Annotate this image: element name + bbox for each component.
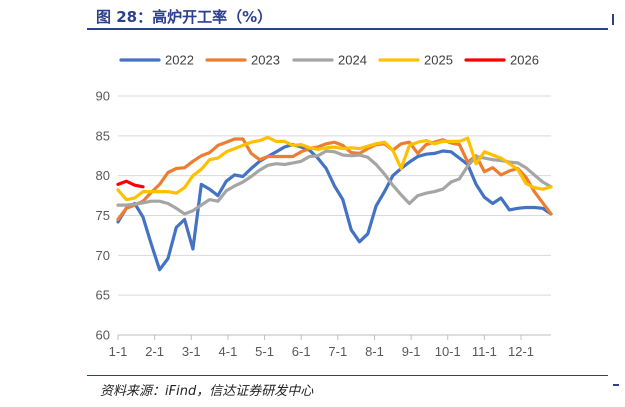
legend-label-2022: 2022 [165, 53, 194, 68]
x-tick-label: 8-1 [365, 344, 384, 359]
x-tick-label: 5-1 [255, 344, 274, 359]
x-tick-label: 2-1 [145, 344, 164, 359]
legend-label-2026: 2026 [510, 53, 539, 68]
x-tick-label: 3-1 [182, 344, 201, 359]
series-line-2026 [116, 179, 145, 189]
y-tick-label: 90 [96, 89, 110, 104]
x-tick-label: 4-1 [219, 344, 238, 359]
y-tick-label: 70 [96, 248, 110, 263]
x-tick-label: 7-1 [328, 344, 347, 359]
series-line-2022 [116, 143, 553, 272]
gridlines [118, 95, 551, 296]
edge-mark-bottom [613, 384, 619, 386]
figure-title: 图 28：高炉开工率（%） [96, 8, 273, 26]
source-note: 资料来源：iFind，信达证券研发中心 [100, 384, 314, 399]
series-line-2025 [116, 135, 553, 202]
x-tick-label: 11-1 [472, 344, 497, 359]
axes: 60 65 70 75 80 85 90 1-1 2-1 3-1 4-1 5-1 6-1 7-1 8-1 9-… [96, 89, 551, 359]
x-tick-label: 12-1 [508, 344, 534, 359]
x-tick-label: 9-1 [402, 344, 421, 359]
series-lines [116, 135, 553, 272]
legend-label-2023: 2023 [251, 53, 280, 68]
y-tick-label: 80 [96, 168, 110, 183]
legend-label-2025: 2025 [424, 53, 453, 68]
legend: 2022 2023 2024 2025 2026 [119, 53, 539, 68]
footer-divider [87, 375, 608, 376]
edge-mark-top [612, 14, 614, 25]
header-divider [87, 28, 608, 30]
x-tick-label: 1-1 [109, 344, 128, 359]
y-tick-label: 75 [96, 208, 110, 223]
y-tick-label: 60 [96, 328, 110, 343]
legend-label-2024: 2024 [338, 53, 367, 68]
y-tick-label: 85 [96, 128, 110, 143]
y-tick-label: 65 [96, 288, 110, 303]
x-tick-label: 6-1 [292, 344, 311, 359]
x-tick-label: 10-1 [435, 344, 461, 359]
